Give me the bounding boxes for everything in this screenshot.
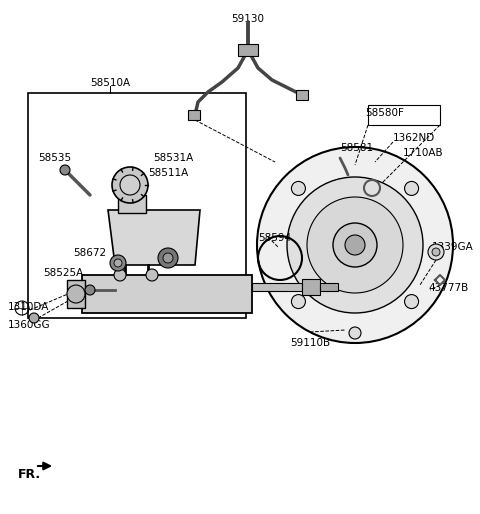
Bar <box>238 44 258 56</box>
Circle shape <box>158 248 178 268</box>
Circle shape <box>345 235 365 255</box>
Circle shape <box>163 253 173 263</box>
Bar <box>368 105 440 125</box>
Circle shape <box>287 177 423 313</box>
Text: 1362ND: 1362ND <box>393 133 435 143</box>
Bar <box>296 90 308 100</box>
Bar <box>188 110 200 120</box>
Text: 59130: 59130 <box>231 14 264 24</box>
Text: FR.: FR. <box>18 468 41 481</box>
Bar <box>82 275 252 313</box>
Circle shape <box>405 181 419 195</box>
Circle shape <box>307 197 403 293</box>
Circle shape <box>67 285 85 303</box>
Text: 58594: 58594 <box>258 233 291 243</box>
Text: 58672: 58672 <box>163 248 196 258</box>
Circle shape <box>29 313 39 323</box>
Bar <box>118 195 146 213</box>
Text: 43777B: 43777B <box>428 283 468 293</box>
Circle shape <box>291 295 305 308</box>
Circle shape <box>146 269 158 281</box>
Circle shape <box>120 175 140 195</box>
Text: 58535: 58535 <box>38 153 71 163</box>
Bar <box>320 283 338 291</box>
Text: 58510A: 58510A <box>90 78 130 88</box>
Circle shape <box>291 181 305 195</box>
Circle shape <box>405 295 419 308</box>
Text: 1360GG: 1360GG <box>8 320 50 330</box>
Text: 58580F: 58580F <box>366 108 405 118</box>
Circle shape <box>60 165 70 175</box>
Circle shape <box>349 327 361 339</box>
Circle shape <box>432 248 440 256</box>
Bar <box>28 93 246 318</box>
Text: 58581: 58581 <box>340 143 373 153</box>
Bar <box>302 279 320 295</box>
Circle shape <box>257 147 453 343</box>
Text: 58672: 58672 <box>73 248 106 258</box>
Circle shape <box>112 167 148 203</box>
Text: 1310DA: 1310DA <box>8 302 49 312</box>
Text: 58511A: 58511A <box>148 168 188 178</box>
Circle shape <box>114 269 126 281</box>
Circle shape <box>85 285 95 295</box>
Circle shape <box>333 223 377 267</box>
Text: 58525A: 58525A <box>43 268 83 278</box>
Text: 59110B: 59110B <box>290 338 330 348</box>
Bar <box>67 280 85 308</box>
Circle shape <box>110 255 126 271</box>
Text: 1339GA: 1339GA <box>432 242 474 252</box>
Circle shape <box>114 259 122 267</box>
Text: 58531A: 58531A <box>153 153 193 163</box>
Text: 1710AB: 1710AB <box>403 148 444 158</box>
Circle shape <box>428 244 444 260</box>
Polygon shape <box>108 210 200 265</box>
Bar <box>252 283 302 291</box>
